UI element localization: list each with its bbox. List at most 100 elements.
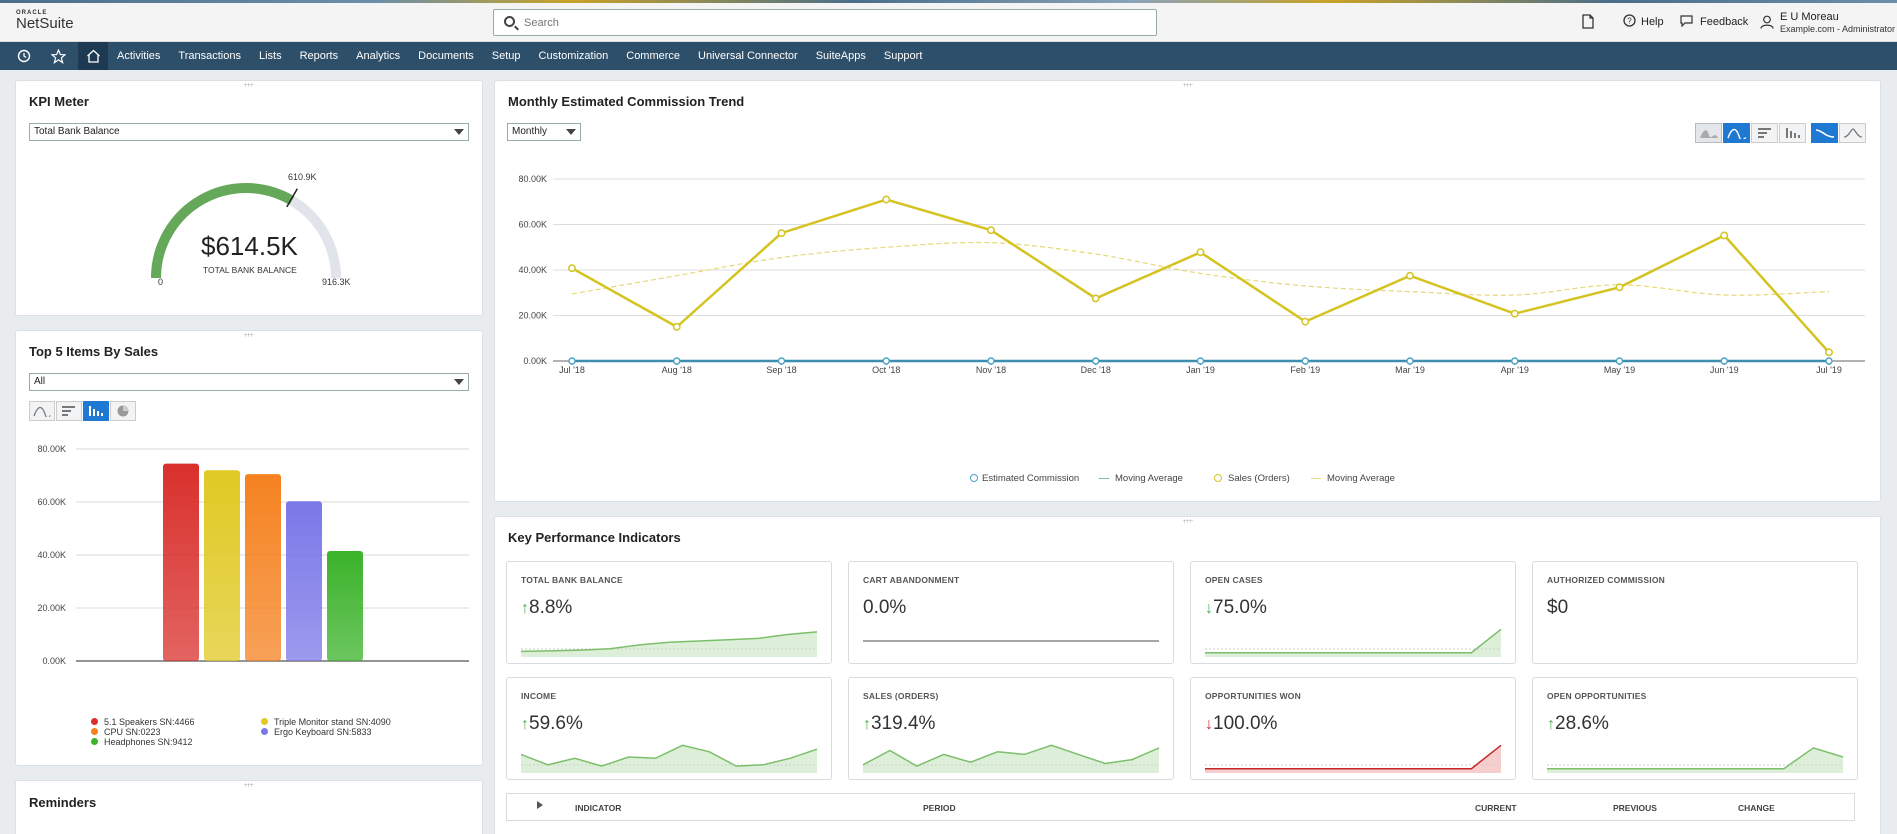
sales-point[interactable] [777,229,786,238]
pie-chart-type-icon[interactable] [110,401,136,421]
search-input[interactable] [524,14,1124,32]
nav-support[interactable]: Support [883,50,923,62]
sales-point[interactable] [882,195,891,204]
area-chart-type-icon[interactable] [29,401,55,421]
legend-item[interactable]: Headphones SN:9412 [91,737,193,747]
trend-period-select[interactable]: Monthly [507,123,581,141]
nav-setup[interactable]: Setup [491,50,521,62]
commission-point[interactable] [987,357,995,365]
nav-transactions[interactable]: Transactions [178,50,241,62]
drag-handle[interactable] [1182,519,1193,523]
sales-point[interactable] [1510,309,1519,318]
commission-point[interactable] [568,357,576,365]
col-change[interactable]: CHANGE [1738,803,1775,813]
nav-suiteapps[interactable]: SuiteApps [815,50,866,62]
x-tick-label: Dec '18 [1081,365,1111,375]
bar[interactable] [204,470,240,661]
col-indicator[interactable]: INDICATOR [575,803,622,813]
help-icon[interactable]: ? [1623,14,1636,27]
commission-point[interactable] [1301,357,1309,365]
drag-handle[interactable] [244,83,254,87]
legend-moving-average-2[interactable]: Moving Average [1327,473,1395,484]
bar[interactable] [327,551,363,661]
kpi-card[interactable]: AUTHORIZED COMMISSION $0 [1532,561,1858,664]
column-chart-type-icon[interactable] [83,401,109,421]
legend-item[interactable]: Triple Monitor stand SN:4090 [261,717,391,727]
feedback-icon[interactable] [1680,15,1693,27]
legend-item[interactable]: CPU SN:0223 [91,727,161,737]
kpi-card[interactable]: TOTAL BANK BALANCE ↑8.8% [506,561,832,664]
sales-point[interactable] [1406,271,1414,280]
home-icon[interactable] [78,42,108,70]
col-period[interactable]: PERIOD [923,803,956,813]
sales-point[interactable] [568,264,576,273]
col-current[interactable]: CURRENT [1475,803,1517,813]
bar[interactable] [286,501,322,661]
favorites-star-icon[interactable] [44,42,72,70]
bar[interactable] [163,463,199,661]
global-search[interactable] [493,9,1157,36]
top5-filter-select[interactable]: All [29,373,469,391]
legend-sales-orders[interactable]: Sales (Orders) [1228,473,1290,484]
nav-lists[interactable]: Lists [258,50,282,62]
smooth-line-icon[interactable] [1811,123,1838,143]
netsuite-logo[interactable]: ORACLE NetSuite [16,10,74,32]
sales-point[interactable] [1720,231,1729,240]
horizontal-bar-type-icon[interactable] [1751,123,1778,143]
expand-arrow-icon[interactable] [537,801,543,809]
sales-point[interactable] [1825,348,1833,357]
legend-estimated-commission[interactable]: Estimated Commission [982,473,1080,484]
line-chart-type-icon[interactable] [1723,123,1750,143]
kpi-card[interactable]: INCOME ↑59.6% [506,677,832,780]
recent-history-icon[interactable] [10,42,38,70]
commission-point[interactable] [1406,357,1414,365]
sales-point[interactable] [1615,283,1624,292]
sales-point[interactable] [672,322,681,331]
commission-point[interactable] [1720,357,1728,365]
nav-commerce[interactable]: Commerce [626,50,681,62]
bell-curve-icon[interactable] [1839,123,1866,143]
sales-point[interactable] [1196,248,1205,257]
commission-point[interactable] [1092,357,1100,365]
nav-documents[interactable]: Documents [418,50,474,62]
kpi-card[interactable]: OPPORTUNITIES WON ↓100.0% [1190,677,1516,780]
help-link[interactable]: Help [1641,16,1664,28]
sales-point[interactable] [1301,317,1310,326]
sales-point[interactable] [1091,294,1100,303]
user-name[interactable]: E U Moreau [1780,11,1839,23]
sales-point[interactable] [987,226,995,235]
nav-reports[interactable]: Reports [299,50,339,62]
nav-analytics[interactable]: Analytics [356,50,401,62]
kpi-meter-select[interactable]: Total Bank Balance [29,123,469,141]
drag-handle[interactable] [244,333,254,337]
horizontal-bar-type-icon[interactable] [56,401,82,421]
nav-activities[interactable]: Activities [117,50,161,62]
drag-handle[interactable] [244,783,254,787]
commission-point[interactable] [882,357,890,365]
kpi-card[interactable]: OPEN CASES ↓75.0% [1190,561,1516,664]
kpi-card[interactable]: SALES (ORDERS) ↑319.4% [848,677,1174,780]
commission-point[interactable] [777,357,786,365]
commission-point[interactable] [673,357,681,365]
kpi-card[interactable]: OPEN OPPORTUNITIES ↑28.6% [1532,677,1858,780]
feedback-link[interactable]: Feedback [1700,16,1749,28]
area-chart-type-icon[interactable] [1695,123,1722,143]
recent-records-icon[interactable] [1582,14,1594,29]
user-role[interactable]: Example.com - Administrator [1780,24,1896,34]
kpi-card[interactable]: CART ABANDONMENT 0.0% [848,561,1174,664]
commission-point[interactable] [1196,357,1205,365]
nav-universal-connector[interactable]: Universal Connector [698,50,798,62]
search-icon [504,16,515,27]
user-icon[interactable] [1760,15,1774,29]
drag-handle[interactable] [1182,83,1193,87]
commission-point[interactable] [1615,357,1624,365]
col-previous[interactable]: PREVIOUS [1613,803,1657,813]
bar[interactable] [245,474,281,661]
column-chart-type-icon[interactable] [1779,123,1806,143]
legend-item[interactable]: Ergo Keyboard SN:5833 [261,727,372,737]
legend-moving-average-1[interactable]: Moving Average [1115,473,1183,484]
commission-point[interactable] [1825,357,1833,365]
legend-item[interactable]: 5.1 Speakers SN:4466 [91,717,195,727]
nav-customization[interactable]: Customization [538,50,609,62]
commission-point[interactable] [1511,357,1519,365]
